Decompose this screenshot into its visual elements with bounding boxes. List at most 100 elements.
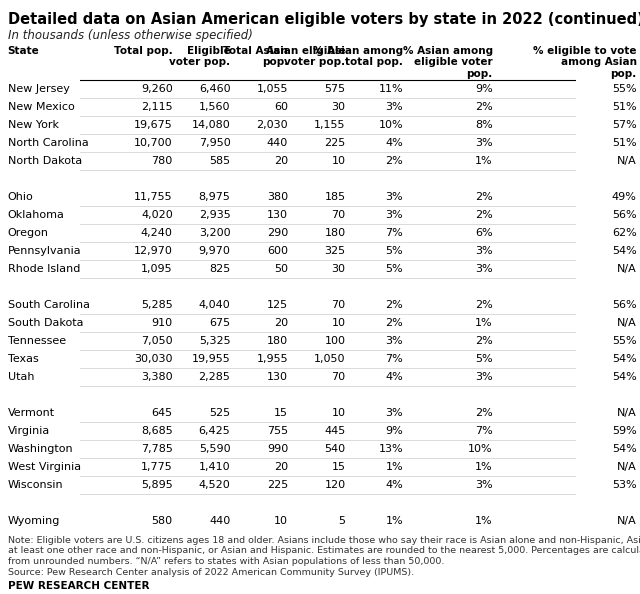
Text: 445: 445	[324, 426, 346, 436]
Text: 70: 70	[332, 300, 346, 310]
Text: 4,240: 4,240	[141, 228, 173, 238]
Text: 14,080: 14,080	[191, 120, 230, 130]
Text: N/A: N/A	[617, 318, 637, 328]
Text: 49%: 49%	[612, 192, 637, 202]
Text: 1,055: 1,055	[257, 84, 288, 94]
Text: Asian eligible
voter pop.: Asian eligible voter pop.	[266, 46, 346, 67]
Text: 10%: 10%	[379, 120, 403, 130]
Text: 3,200: 3,200	[199, 228, 230, 238]
Text: 2,935: 2,935	[198, 210, 230, 220]
Text: 2%: 2%	[385, 156, 403, 166]
Text: 13%: 13%	[379, 444, 403, 454]
Text: Pennsylvania: Pennsylvania	[8, 246, 81, 256]
Text: 6,460: 6,460	[199, 84, 230, 94]
Text: New York: New York	[8, 120, 59, 130]
Text: Source: Pew Research Center analysis of 2022 American Community Survey (IPUMS).: Source: Pew Research Center analysis of …	[8, 568, 414, 577]
Text: 55%: 55%	[612, 336, 637, 346]
Text: 9,970: 9,970	[198, 246, 230, 256]
Text: 11%: 11%	[379, 84, 403, 94]
Text: 585: 585	[209, 156, 230, 166]
Text: In thousands (unless otherwise specified): In thousands (unless otherwise specified…	[8, 29, 253, 42]
Text: 15: 15	[332, 462, 346, 472]
Text: 8,685: 8,685	[141, 426, 173, 436]
Text: 10: 10	[332, 318, 346, 328]
Text: 10%: 10%	[468, 444, 493, 454]
Text: 575: 575	[324, 84, 346, 94]
Text: 56%: 56%	[612, 300, 637, 310]
Text: Vermont: Vermont	[8, 408, 55, 418]
Text: 3%: 3%	[475, 138, 493, 148]
Text: N/A: N/A	[617, 156, 637, 166]
Text: Washington: Washington	[8, 444, 74, 454]
Text: 59%: 59%	[612, 426, 637, 436]
Text: 10,700: 10,700	[134, 138, 173, 148]
Text: 3%: 3%	[475, 264, 493, 274]
Text: Total Asian
pop.: Total Asian pop.	[223, 46, 288, 67]
Text: 51%: 51%	[612, 138, 637, 148]
Text: 3%: 3%	[385, 408, 403, 418]
Text: 5,590: 5,590	[199, 444, 230, 454]
Text: 53%: 53%	[612, 480, 637, 490]
Text: 70: 70	[332, 372, 346, 382]
Text: 11,755: 11,755	[134, 192, 173, 202]
Text: Texas: Texas	[8, 354, 38, 364]
Text: 755: 755	[267, 426, 288, 436]
Text: 9%: 9%	[475, 84, 493, 94]
Text: 19,955: 19,955	[191, 354, 230, 364]
Text: 9%: 9%	[385, 426, 403, 436]
Text: 7,785: 7,785	[141, 444, 173, 454]
Text: 780: 780	[152, 156, 173, 166]
Text: 12,970: 12,970	[134, 246, 173, 256]
Text: at least one other race and non-Hispanic, or Asian and Hispanic. Estimates are r: at least one other race and non-Hispanic…	[8, 546, 640, 555]
Text: 30,030: 30,030	[134, 354, 173, 364]
Text: 580: 580	[152, 516, 173, 526]
Text: 5,895: 5,895	[141, 480, 173, 490]
Text: 20: 20	[274, 156, 288, 166]
Text: Virginia: Virginia	[8, 426, 50, 436]
Text: 2,115: 2,115	[141, 102, 173, 112]
Text: N/A: N/A	[617, 462, 637, 472]
Text: 62%: 62%	[612, 228, 637, 238]
Text: N/A: N/A	[617, 408, 637, 418]
Text: 1,560: 1,560	[199, 102, 230, 112]
Text: 3%: 3%	[385, 102, 403, 112]
Text: 9,260: 9,260	[141, 84, 173, 94]
Text: 1,955: 1,955	[257, 354, 288, 364]
Text: Total pop.: Total pop.	[114, 46, 173, 56]
Text: 20: 20	[274, 462, 288, 472]
Text: Oklahoma: Oklahoma	[8, 210, 65, 220]
Text: 4,020: 4,020	[141, 210, 173, 220]
Text: 1%: 1%	[475, 516, 493, 526]
Text: 54%: 54%	[612, 246, 637, 256]
Text: 380: 380	[267, 192, 288, 202]
Text: 130: 130	[267, 372, 288, 382]
Text: South Carolina: South Carolina	[8, 300, 90, 310]
Text: 290: 290	[267, 228, 288, 238]
Text: 3%: 3%	[475, 372, 493, 382]
Text: 5,325: 5,325	[199, 336, 230, 346]
Text: 645: 645	[152, 408, 173, 418]
Text: 1%: 1%	[475, 156, 493, 166]
Text: 3%: 3%	[385, 210, 403, 220]
Text: 2,285: 2,285	[198, 372, 230, 382]
Text: 60: 60	[274, 102, 288, 112]
Text: 225: 225	[324, 138, 346, 148]
Text: 4%: 4%	[385, 372, 403, 382]
Text: Note: Eligible voters are U.S. citizens ages 18 and older. Asians include those : Note: Eligible voters are U.S. citizens …	[8, 536, 640, 545]
Text: 7,950: 7,950	[198, 138, 230, 148]
Text: 5%: 5%	[385, 264, 403, 274]
Text: 2,030: 2,030	[257, 120, 288, 130]
Text: 7%: 7%	[475, 426, 493, 436]
Text: 20: 20	[274, 318, 288, 328]
Text: 1%: 1%	[475, 318, 493, 328]
Text: Rhode Island: Rhode Island	[8, 264, 80, 274]
Text: 5: 5	[339, 516, 346, 526]
Text: 2%: 2%	[385, 300, 403, 310]
Text: 57%: 57%	[612, 120, 637, 130]
Text: State: State	[8, 46, 40, 56]
Text: 50: 50	[274, 264, 288, 274]
Text: Wisconsin: Wisconsin	[8, 480, 63, 490]
Text: 130: 130	[267, 210, 288, 220]
Text: 1,410: 1,410	[199, 462, 230, 472]
Text: New Mexico: New Mexico	[8, 102, 74, 112]
